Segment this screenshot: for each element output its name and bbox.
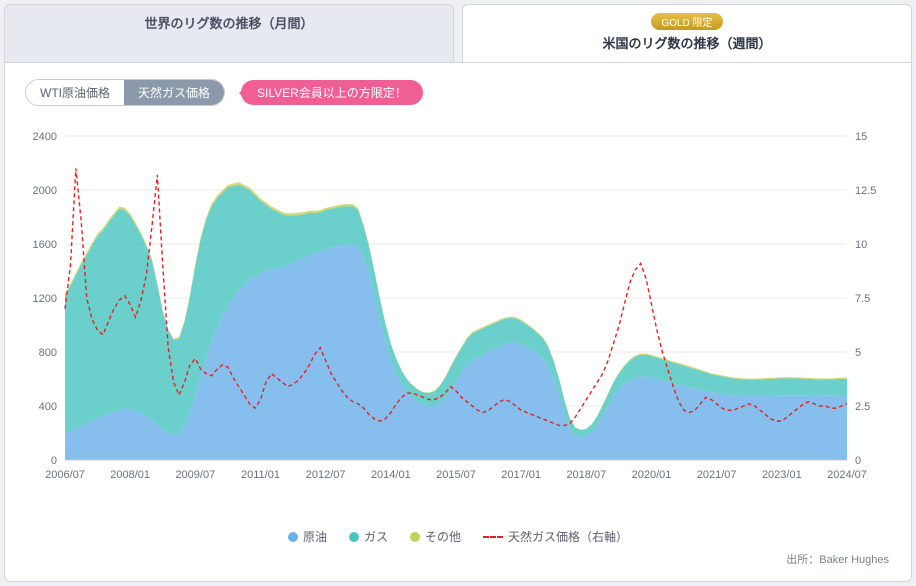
tab-label: 米国のリグ数の推移（週間） [463, 33, 911, 52]
price-toggle: WTI原油価格 天然ガス価格 [25, 79, 225, 106]
svg-text:2008/01: 2008/01 [110, 469, 150, 481]
svg-text:15: 15 [855, 131, 867, 143]
svg-text:2020/01: 2020/01 [632, 469, 672, 481]
svg-text:2.5: 2.5 [855, 401, 870, 413]
promo-badge: SILVER会員以上の方限定！ [241, 80, 423, 105]
rig-chart: 0 400 800 1200 1600 2000 2400 0 2.5 5 7.5 10 12.5 15 2… [21, 130, 895, 520]
svg-text:400: 400 [39, 401, 57, 413]
gold-badge: GOLD 限定 [651, 13, 722, 30]
chart-legend: 原油 ガス その他 天然ガス価格（右軸） [13, 524, 903, 547]
svg-text:0: 0 [855, 455, 861, 467]
svg-text:12.5: 12.5 [855, 185, 876, 197]
svg-text:1200: 1200 [33, 293, 57, 305]
svg-text:7.5: 7.5 [855, 293, 870, 305]
svg-text:1600: 1600 [33, 239, 57, 251]
tab-bar: 世界のリグ数の推移（月間） GOLD 限定 米国のリグ数の推移（週間） [4, 4, 912, 62]
svg-text:2015/07: 2015/07 [436, 469, 476, 481]
svg-text:2011/01: 2011/01 [241, 469, 280, 481]
tab-world-monthly[interactable]: 世界のリグ数の推移（月間） [4, 4, 454, 62]
legend-item: ガス [349, 528, 388, 545]
legend-item: 天然ガス価格（右軸） [483, 528, 628, 545]
controls-row: WTI原油価格 天然ガス価格 SILVER会員以上の方限定！ [13, 79, 903, 114]
chart-svg: 0 400 800 1200 1600 2000 2400 0 2.5 5 7.5 10 12.5 15 2… [21, 130, 891, 490]
pill-natgas[interactable]: 天然ガス価格 [124, 80, 224, 105]
chart-card: WTI原油価格 天然ガス価格 SILVER会員以上の方限定！ 0 400 800 12… [4, 62, 912, 582]
svg-text:2014/01: 2014/01 [371, 469, 411, 481]
svg-text:2017/01: 2017/01 [501, 469, 541, 481]
svg-text:2023/01: 2023/01 [762, 469, 802, 481]
svg-text:2000: 2000 [33, 185, 57, 197]
legend-item: その他 [410, 528, 461, 545]
svg-text:2012/07: 2012/07 [306, 469, 346, 481]
svg-text:2009/07: 2009/07 [175, 469, 215, 481]
svg-text:2006/07: 2006/07 [45, 469, 85, 481]
svg-text:2021/07: 2021/07 [697, 469, 737, 481]
svg-text:5: 5 [855, 347, 861, 359]
svg-text:2024/07: 2024/07 [827, 469, 867, 481]
svg-text:10: 10 [855, 239, 867, 251]
svg-text:0: 0 [51, 455, 57, 467]
svg-text:800: 800 [39, 347, 57, 359]
legend-item: 原油 [288, 528, 327, 545]
svg-text:2400: 2400 [33, 131, 57, 143]
svg-text:2018/07: 2018/07 [566, 469, 606, 481]
pill-wti[interactable]: WTI原油価格 [26, 80, 124, 105]
tab-us-weekly[interactable]: GOLD 限定 米国のリグ数の推移（週間） [462, 4, 912, 62]
tab-label: 世界のリグ数の推移（月間） [5, 13, 453, 32]
source-text: 出所：Baker Hughes [13, 547, 903, 573]
